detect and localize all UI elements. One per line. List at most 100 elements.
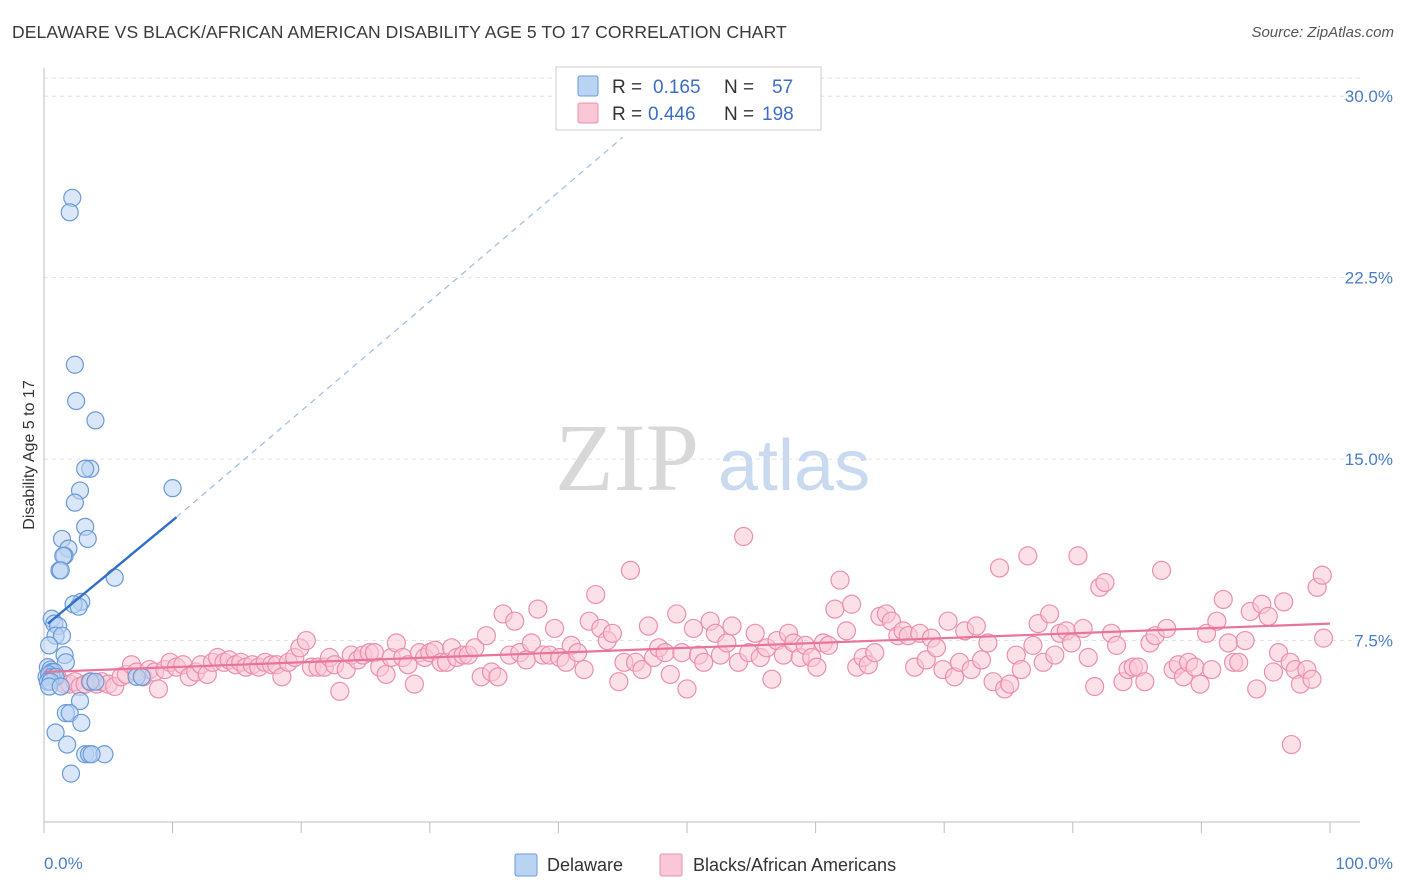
point-black-135 bbox=[818, 635, 839, 655]
y-tick-label-2: 22.5% bbox=[1345, 269, 1393, 288]
bottom-legend-swatch-black bbox=[659, 853, 683, 877]
point-delaware-26 bbox=[52, 626, 72, 645]
y-tick-label-0: 7.5% bbox=[1354, 632, 1393, 651]
point-black-200 bbox=[1185, 657, 1205, 677]
y-tick-label-1: 15.0% bbox=[1345, 450, 1393, 469]
y-axis-title: Disability Age 5 to 17 bbox=[21, 380, 38, 530]
point-delaware-51 bbox=[58, 735, 77, 754]
point-black-18 bbox=[148, 679, 169, 699]
point-black-111 bbox=[683, 618, 704, 639]
bottom-legend-swatch-delaware bbox=[514, 853, 538, 877]
point-black-102 bbox=[632, 659, 652, 680]
stats-legend: R = 0.165 N = 57 R = 0.446 N = 198 bbox=[555, 66, 822, 131]
point-delaware-27 bbox=[40, 636, 59, 655]
legend-r-label-delaware: R = bbox=[612, 77, 642, 98]
point-delaware-50 bbox=[46, 723, 65, 742]
x-tick-label-start: 0.0% bbox=[44, 854, 83, 873]
point-black-106 bbox=[655, 643, 675, 663]
point-black-103 bbox=[638, 616, 659, 636]
point-delaware-48 bbox=[60, 704, 79, 723]
series-black-points bbox=[47, 526, 1334, 755]
point-black-43 bbox=[296, 630, 316, 651]
stats-legend-box bbox=[555, 66, 822, 131]
point-black-108 bbox=[667, 604, 687, 624]
point-black-77 bbox=[488, 667, 508, 687]
point-delaware-6 bbox=[76, 459, 95, 478]
point-delaware-43 bbox=[132, 667, 151, 686]
point-delaware-2 bbox=[65, 355, 84, 374]
point-black-75 bbox=[476, 626, 496, 646]
point-black-110 bbox=[677, 679, 697, 699]
point-black-97 bbox=[602, 623, 623, 643]
trend-line-delaware bbox=[47, 516, 178, 625]
bottom-legend-black: Blacks/African Americans bbox=[693, 855, 896, 875]
point-black-221 bbox=[1302, 669, 1322, 689]
point-delaware-21 bbox=[69, 597, 88, 616]
point-black-109 bbox=[672, 643, 692, 663]
trend-lines bbox=[43, 136, 1331, 674]
bottom-legend-delaware: Delaware bbox=[547, 855, 623, 875]
point-black-100 bbox=[620, 560, 641, 580]
source-label: Source: ZipAtlas.com bbox=[1251, 24, 1394, 41]
watermark: ZIP atlas bbox=[555, 404, 870, 511]
point-black-83 bbox=[521, 633, 541, 653]
point-black-136 bbox=[825, 599, 845, 619]
point-black-204 bbox=[1207, 611, 1227, 631]
legend-r-value-delaware: 0.165 bbox=[653, 77, 701, 98]
tick-labels: 7.5% 15.0% 22.5% 30.0% 0.0% 100.0% bbox=[44, 87, 1393, 873]
legend-r-label-black: R = bbox=[612, 104, 642, 125]
legend-n-label-black: N = bbox=[724, 104, 754, 125]
point-black-179 bbox=[1068, 546, 1088, 566]
point-black-208 bbox=[1229, 652, 1249, 672]
point-black-181 bbox=[1078, 647, 1098, 668]
point-black-125 bbox=[762, 669, 782, 689]
trend-line-black bbox=[43, 622, 1331, 674]
point-delaware-49 bbox=[72, 713, 91, 732]
point-black-57 bbox=[376, 664, 396, 685]
point-black-211 bbox=[1247, 679, 1267, 699]
point-black-169 bbox=[1011, 659, 1031, 680]
point-black-205 bbox=[1213, 589, 1233, 610]
point-black-161 bbox=[966, 616, 986, 636]
point-black-143 bbox=[865, 643, 885, 663]
point-black-206 bbox=[1218, 633, 1239, 653]
point-black-224 bbox=[1281, 734, 1302, 755]
chart-title: DELAWARE VS BLACK/AFRICAN AMERICAN DISAB… bbox=[12, 22, 787, 42]
point-delaware-4 bbox=[86, 411, 105, 430]
point-delaware-56 bbox=[61, 764, 81, 783]
point-black-171 bbox=[1023, 635, 1043, 655]
watermark-atlas: atlas bbox=[718, 426, 870, 506]
point-black-117 bbox=[717, 633, 737, 653]
point-black-156 bbox=[938, 611, 958, 631]
point-black-162 bbox=[971, 650, 992, 670]
point-black-154 bbox=[926, 638, 947, 658]
point-black-201 bbox=[1190, 674, 1210, 694]
grid-lines bbox=[44, 77, 1360, 642]
watermark-zip: ZIP bbox=[555, 404, 699, 511]
legend-n-value-black: 198 bbox=[762, 104, 794, 125]
point-black-113 bbox=[694, 652, 714, 672]
point-black-213 bbox=[1258, 606, 1278, 626]
point-black-62 bbox=[404, 674, 424, 694]
point-black-178 bbox=[1061, 633, 1082, 653]
point-black-167 bbox=[1000, 674, 1020, 694]
point-black-137 bbox=[830, 570, 850, 590]
legend-r-value-black: 0.446 bbox=[648, 104, 696, 125]
point-black-180 bbox=[1073, 618, 1093, 639]
point-black-49 bbox=[330, 681, 350, 701]
point-black-84 bbox=[528, 599, 548, 619]
point-delaware-41 bbox=[86, 672, 105, 691]
point-delaware-45 bbox=[51, 677, 70, 696]
trend-line-delaware-extension bbox=[176, 136, 624, 518]
point-black-165 bbox=[989, 558, 1010, 578]
point-delaware-46 bbox=[70, 691, 90, 711]
legend-n-label-delaware: N = bbox=[724, 77, 754, 98]
point-black-203 bbox=[1202, 659, 1222, 680]
x-tick-label-end: 100.0% bbox=[1335, 854, 1393, 873]
axes bbox=[43, 68, 1360, 833]
point-delaware-8 bbox=[163, 479, 182, 498]
point-black-214 bbox=[1263, 662, 1284, 682]
legend-swatch-black bbox=[577, 102, 599, 124]
point-black-184 bbox=[1095, 572, 1115, 593]
